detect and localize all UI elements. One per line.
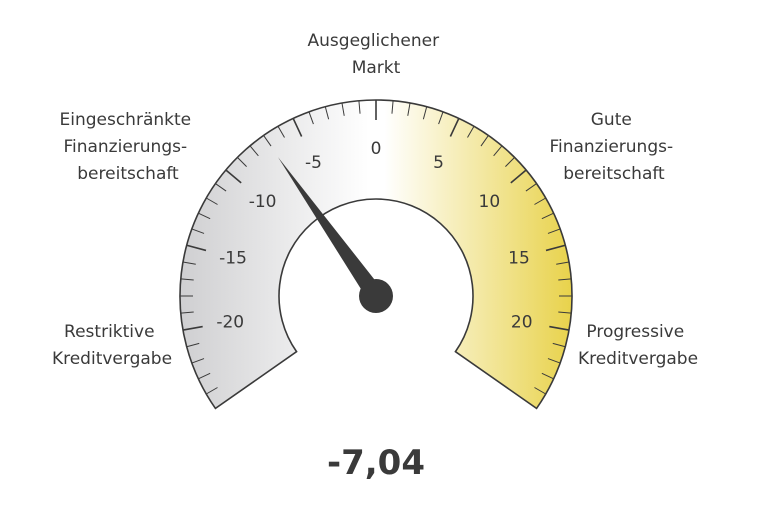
gauge-minor-tick — [534, 197, 546, 205]
zone-label-progressive: Progressive Kreditvergabe — [578, 322, 698, 369]
gauge-minor-tick — [422, 106, 428, 120]
gauge-minor-tick — [547, 228, 561, 234]
zone-label-line: Progressive — [586, 322, 684, 342]
zone-label-line: Eingeschränkte — [59, 110, 191, 130]
gauge-minor-tick — [206, 197, 218, 205]
gauge-minor-tick — [534, 387, 546, 395]
gauge-minor-tick — [358, 100, 361, 114]
gauge-needle-pointer — [278, 157, 384, 302]
gauge-minor-tick — [277, 126, 285, 138]
gauge-minor-tick — [324, 106, 330, 120]
gauge-minor-tick — [191, 358, 205, 364]
gauge-minor-tick — [182, 261, 196, 265]
gauge-major-tick — [545, 244, 566, 252]
gauge-minor-tick — [525, 183, 537, 192]
gauge-ticks — [180, 100, 572, 395]
zone-label-line: Restriktive — [64, 322, 155, 342]
zone-label-line: Kreditvergabe — [52, 349, 172, 369]
gauge-major-tick — [449, 118, 460, 137]
zone-label-line: bereitschaft — [77, 164, 179, 184]
gauge-major-tick — [510, 169, 527, 184]
gauge-minor-tick — [480, 135, 489, 147]
zone-label-line: Kreditvergabe — [578, 349, 698, 369]
gauge-tick-label: -10 — [249, 192, 277, 212]
gauge-dial-band — [179, 99, 573, 410]
gauge-minor-tick — [308, 111, 314, 125]
gauge-tick-label: 5 — [433, 153, 444, 173]
gauge-minor-tick — [237, 157, 247, 167]
gauge-tick-label: 10 — [479, 192, 501, 212]
gauge-minor-tick — [541, 212, 554, 220]
zone-label-line: Finanzierungs- — [549, 137, 673, 157]
gauge-tick-label: 20 — [511, 313, 533, 333]
zone-label-restrictive: Restriktive Kreditvergabe — [52, 322, 172, 369]
gauge-tick-label: -5 — [305, 153, 322, 173]
zone-label-limited-financing: Eingeschränkte Finanzierungs- bereitscha… — [59, 110, 196, 184]
gauge-tick-labels: -20 -15 -10 -5 0 5 10 15 20 — [216, 139, 532, 333]
zone-label-line: Gute — [591, 110, 632, 130]
gauge-minor-tick — [391, 100, 394, 114]
gauge-minor-tick — [407, 102, 411, 116]
zone-label-good-financing: Gute Finanzierungs- bereitschaft — [549, 110, 678, 184]
gauge-needle — [278, 157, 393, 313]
gauge-minor-tick — [198, 372, 211, 380]
gauge-tick-label: -20 — [216, 313, 244, 333]
zone-label-line: Markt — [352, 58, 401, 78]
gauge-minor-tick — [206, 387, 218, 395]
gauge-minor-tick — [547, 358, 561, 364]
gauge-value-label: -7,04 — [327, 443, 425, 483]
zone-label-line: bereitschaft — [563, 164, 665, 184]
gauge-tick-label: 0 — [371, 139, 382, 159]
gauge-minor-tick — [493, 145, 503, 157]
gauge-major-tick — [225, 169, 242, 184]
zone-label-line: Finanzierungs- — [63, 137, 187, 157]
zone-label-line: Ausgeglichener — [308, 31, 440, 51]
gauge-minor-tick — [186, 342, 200, 348]
gauge-minor-tick — [191, 228, 205, 234]
gauge-minor-tick — [541, 372, 554, 380]
gauge-tick-label: -15 — [219, 249, 247, 269]
gauge-minor-tick — [558, 278, 572, 281]
gauge-major-tick — [549, 325, 570, 331]
gauge-minor-tick — [552, 342, 566, 348]
gauge-major-tick — [182, 325, 203, 331]
gauge-major-tick — [186, 244, 207, 252]
gauge-minor-tick — [180, 311, 194, 314]
gauge-minor-tick — [505, 157, 515, 167]
gauge-minor-tick — [180, 278, 194, 281]
gauge-minor-tick — [249, 145, 259, 157]
gauge-minor-tick — [556, 261, 570, 265]
gauge-needle-hub — [359, 279, 393, 313]
gauge-major-tick — [292, 118, 303, 137]
gauge-minor-tick — [215, 183, 227, 192]
gauge-minor-tick — [341, 102, 345, 116]
gauge-minor-tick — [438, 111, 444, 125]
gauge-minor-tick — [198, 212, 211, 220]
zone-label-balanced-market: Ausgeglichener Markt — [308, 31, 445, 78]
gauge-minor-tick — [263, 135, 272, 147]
gauge-minor-tick — [467, 126, 475, 138]
gauge-tick-label: 15 — [508, 249, 530, 269]
gauge-minor-tick — [558, 311, 572, 314]
